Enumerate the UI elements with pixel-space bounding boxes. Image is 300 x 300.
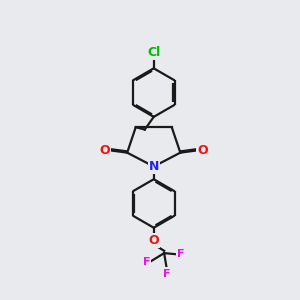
Text: F: F — [177, 249, 184, 259]
Text: Cl: Cl — [147, 46, 160, 59]
Text: N: N — [148, 160, 159, 173]
Text: O: O — [148, 234, 159, 248]
Text: F: F — [163, 269, 171, 279]
Text: O: O — [197, 144, 208, 157]
Text: F: F — [142, 257, 150, 267]
Text: O: O — [100, 144, 110, 157]
